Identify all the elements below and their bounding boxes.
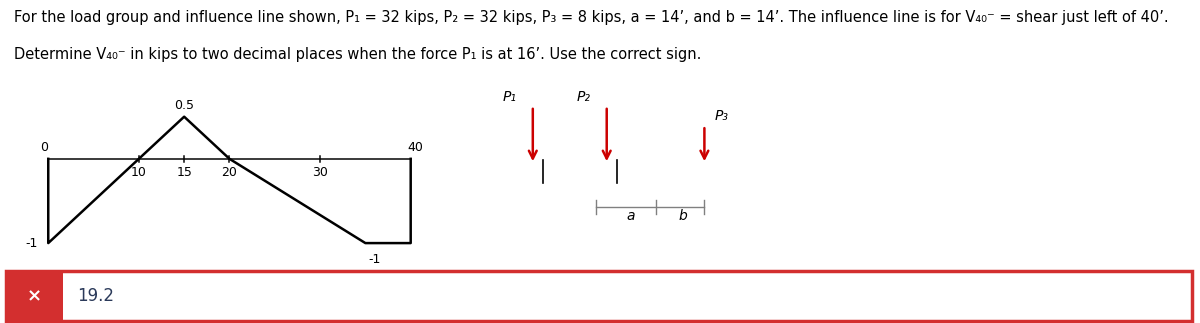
- Text: -1: -1: [368, 253, 380, 266]
- Text: 0: 0: [40, 141, 48, 154]
- Text: ×: ×: [26, 287, 42, 305]
- Text: 19.2: 19.2: [77, 287, 114, 305]
- Text: For the load group and influence line shown, P₁ = 32 kips, P₂ = 32 kips, P₃ = 8 : For the load group and influence line sh…: [14, 10, 1169, 25]
- Text: 30: 30: [312, 166, 328, 179]
- Text: Determine V₄₀⁻ in kips to two decimal places when the force P₁ is at 16’. Use th: Determine V₄₀⁻ in kips to two decimal pl…: [14, 47, 702, 62]
- Text: 20: 20: [222, 166, 238, 179]
- Text: -1: -1: [25, 236, 37, 250]
- Text: P₂: P₂: [577, 90, 590, 104]
- Text: b: b: [678, 209, 686, 223]
- Text: P₃: P₃: [715, 109, 728, 123]
- Text: 10: 10: [131, 166, 146, 179]
- Bar: [6, 271, 62, 321]
- Text: 40: 40: [407, 141, 424, 154]
- Text: 0.5: 0.5: [174, 99, 194, 112]
- Text: 15: 15: [176, 166, 192, 179]
- Text: P₁: P₁: [503, 90, 517, 104]
- Text: a: a: [626, 209, 635, 223]
